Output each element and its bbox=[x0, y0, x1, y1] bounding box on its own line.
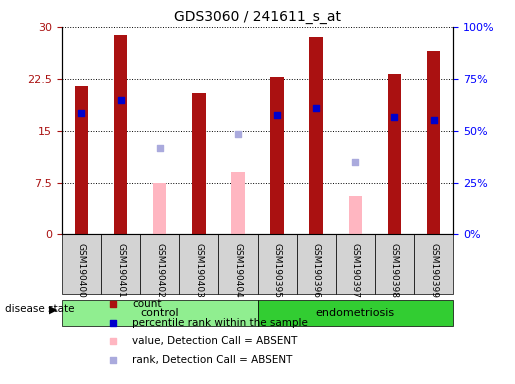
Text: percentile rank within the sample: percentile rank within the sample bbox=[132, 318, 308, 328]
Text: value, Detection Call = ABSENT: value, Detection Call = ABSENT bbox=[132, 336, 298, 346]
Point bbox=[109, 338, 117, 344]
Text: GSM190398: GSM190398 bbox=[390, 243, 399, 298]
Bar bbox=[114, 35, 127, 234]
Text: GSM190403: GSM190403 bbox=[194, 243, 203, 298]
Text: GSM190404: GSM190404 bbox=[233, 243, 243, 298]
Bar bbox=[414, 234, 453, 294]
Point bbox=[156, 145, 164, 151]
Point bbox=[109, 357, 117, 363]
Bar bbox=[427, 51, 440, 234]
Text: GSM190396: GSM190396 bbox=[312, 243, 321, 298]
Bar bbox=[297, 234, 336, 294]
Text: GSM190395: GSM190395 bbox=[272, 243, 282, 298]
Point bbox=[390, 114, 399, 120]
Point bbox=[234, 131, 242, 137]
Bar bbox=[140, 234, 179, 294]
Text: GSM190402: GSM190402 bbox=[155, 243, 164, 298]
Point bbox=[77, 110, 85, 116]
Point bbox=[351, 159, 359, 165]
Point bbox=[273, 113, 281, 119]
Bar bbox=[192, 93, 205, 234]
Text: rank, Detection Call = ABSENT: rank, Detection Call = ABSENT bbox=[132, 355, 293, 365]
Bar bbox=[62, 300, 258, 326]
Bar bbox=[349, 196, 362, 234]
Text: ▶: ▶ bbox=[49, 305, 58, 315]
Text: GSM190400: GSM190400 bbox=[77, 243, 86, 298]
Bar bbox=[388, 74, 401, 234]
Bar bbox=[101, 234, 140, 294]
Title: GDS3060 / 241611_s_at: GDS3060 / 241611_s_at bbox=[174, 10, 341, 25]
Point bbox=[312, 106, 320, 112]
Bar bbox=[218, 234, 258, 294]
Point bbox=[116, 96, 125, 103]
Bar bbox=[75, 86, 88, 234]
Bar bbox=[270, 77, 284, 234]
Text: GSM190397: GSM190397 bbox=[351, 243, 360, 298]
Bar bbox=[179, 234, 218, 294]
Bar bbox=[258, 234, 297, 294]
Point bbox=[109, 301, 117, 308]
Text: GSM190401: GSM190401 bbox=[116, 243, 125, 298]
Bar bbox=[336, 234, 375, 294]
Bar bbox=[375, 234, 414, 294]
Point bbox=[430, 117, 438, 123]
Text: GSM190399: GSM190399 bbox=[429, 243, 438, 298]
Point bbox=[109, 320, 117, 326]
Bar bbox=[231, 172, 245, 234]
Text: control: control bbox=[140, 308, 179, 318]
Bar bbox=[62, 234, 101, 294]
Bar bbox=[310, 37, 323, 234]
Text: endometriosis: endometriosis bbox=[316, 308, 395, 318]
Text: disease state: disease state bbox=[5, 304, 75, 314]
Bar bbox=[258, 300, 453, 326]
Bar bbox=[153, 182, 166, 234]
Text: count: count bbox=[132, 300, 162, 310]
